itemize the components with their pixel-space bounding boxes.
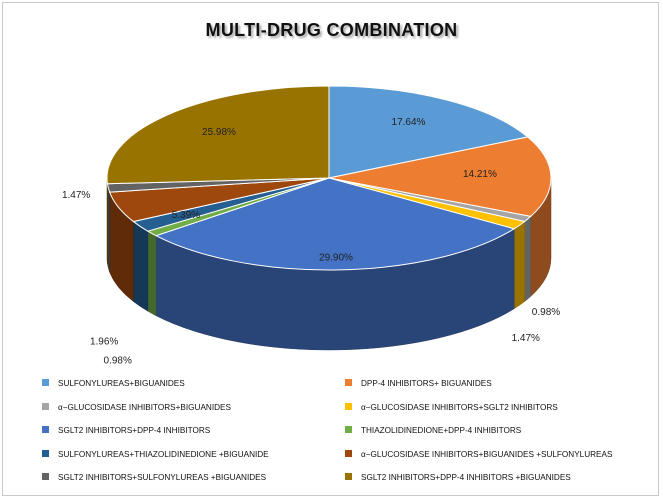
legend-label: DPP-4 INHIBITORS+ BIGUANIDES [361,379,492,388]
legend-item-glucosidase-inhibitors-biguanides: α−GLUCOSIDASE INHIBITORS+BIGUANIDES [42,401,231,415]
legend-item-glucosidase-inhibitors-sglt2-inhibitors: α−GLUCOSIDASE INHIBITORS+SGLT2 INHIBITOR… [345,401,558,415]
pie-top-faces [106,85,552,271]
pie-side-sglt2-inhibitors-sulfonylureas-biguanides [107,183,110,273]
data-label-sglt2-inhibitors-dpp-4-inhibitors: 29.90% [319,253,353,264]
legend-label: SGLT2 INHIBITORS+SULFONYLUREAS +BIGUANID… [58,473,267,482]
legend-swatch [345,402,352,410]
legend-label: α−GLUCOSIDASE INHIBITORS+BIGUANIDES [58,402,231,412]
data-label-glucosidase-inhibitors-sglt2-inhibitors: 1.47% [512,333,540,344]
pie-side-glucosidase-inhibitors-biguanides [524,215,531,303]
legend-item-glucosidase-inhibitors-biguanides-sulfonylureas: α−GLUCOSIDASE INHIBITORS+BIGUANIDES +SUL… [345,448,612,462]
legend-label: THIAZOLIDINEDIONE+DPP-4 INHIBITORS [361,426,522,435]
pie-side-glucosidase-inhibitors-sglt2-inhibitors [513,220,525,310]
legend-item-sulfonylureas-thiazolidinedione-biguanide: SULFONYLUREAS+THIAZOLIDINEDIONE +BIGUANI… [42,448,269,462]
pie-side-thiazolidinedione-dpp-4-inhibitors [147,230,157,317]
data-label-sglt2-inhibitors-sulfonylureas-biguanides: 1.47% [62,190,90,201]
legend-item-sglt2-inhibitors-dpp-4-inhibitors: SGLT2 INHIBITORS+DPP-4 INHIBITORS [42,424,210,438]
data-label-thiazolidinedione-dpp-4-inhibitors: 0.98% [104,356,132,367]
legend-label: α−GLUCOSIDASE INHIBITORS+SGLT2 INHIBITOR… [361,402,558,412]
data-label-sulfonylureas-biguanides: 17.64% [392,117,426,128]
pie-slice-sulfonylureas-biguanides [328,85,529,179]
data-label-sulfonylureas-thiazolidinedione-biguanide: 1.96% [90,336,118,347]
data-label-dpp-4-inhibitors-biguanides: 14.21% [463,169,497,180]
data-label-glucosidase-inhibitors-biguanides: 0.98% [532,307,560,318]
legend-swatch [42,402,49,410]
pie-slice-sglt2-inhibitors-dpp-4-inhibitors [154,177,516,271]
legend-item-sglt2-inhibitors-dpp-4-inhibitors-biguanides: SGLT2 INHIBITORS+DPP-4 INHIBITORS +BIGUA… [345,471,571,485]
data-labels: 17.64% 14.21% 0.98% 1.47% 29.90% 0.98% 1.96% 5.… [62,117,560,367]
legend-swatch [42,379,49,387]
legend-label: SULFONYLUREAS+BIGUANIDES [58,379,185,388]
legend-label: SGLT2 INHIBITORS+DPP-4 INHIBITORS [58,426,211,435]
legend-label: α−GLUCOSIDASE INHIBITORS+BIGUANIDES +SUL… [361,449,613,459]
pie-slice-dpp-4-inhibitors-biguanides [328,136,552,217]
legend-label: SGLT2 INHIBITORS+DPP-4 INHIBITORS +BIGUA… [361,473,571,482]
legend-swatch [42,449,49,457]
legend-swatch [345,473,352,481]
data-label-sglt2-inhibitors-dpp-4-inhibitors-biguanides: 25.98% [202,127,236,138]
legend-item-dpp-4-inhibitors-biguanides: DPP-4 INHIBITORS+ BIGUANIDES [345,377,492,391]
legend-swatch [345,379,352,387]
legend-item-sglt2-inhibitors-sulfonylureas-biguanides: SGLT2 INHIBITORS+SULFONYLUREAS +BIGUANID… [42,471,266,485]
pie-slice-sglt2-inhibitors-dpp-4-inhibitors-biguanides [106,85,330,185]
legend-item-sulfonylureas-biguanides: SULFONYLUREAS+BIGUANIDES [42,377,185,391]
pie-side-sulfonylureas-thiazolidinedione-biguanide [133,221,149,312]
data-label-glucosidase-inhibitors-biguanides-sulfonylureas: 5.39% [172,210,200,221]
legend-swatch [42,426,49,434]
legend-item-thiazolidinedione-dpp-4-inhibitors: THIAZOLIDINEDIONE+DPP-4 INHIBITORS [345,424,521,438]
legend-label: SULFONYLUREAS+THIAZOLIDINEDIONE +BIGUANI… [58,449,269,459]
chart-title: MULTI-DRUG COMBINATION [205,20,458,40]
legend-swatch [42,473,49,481]
legend-swatch [345,426,352,434]
legend-swatch [345,449,352,457]
